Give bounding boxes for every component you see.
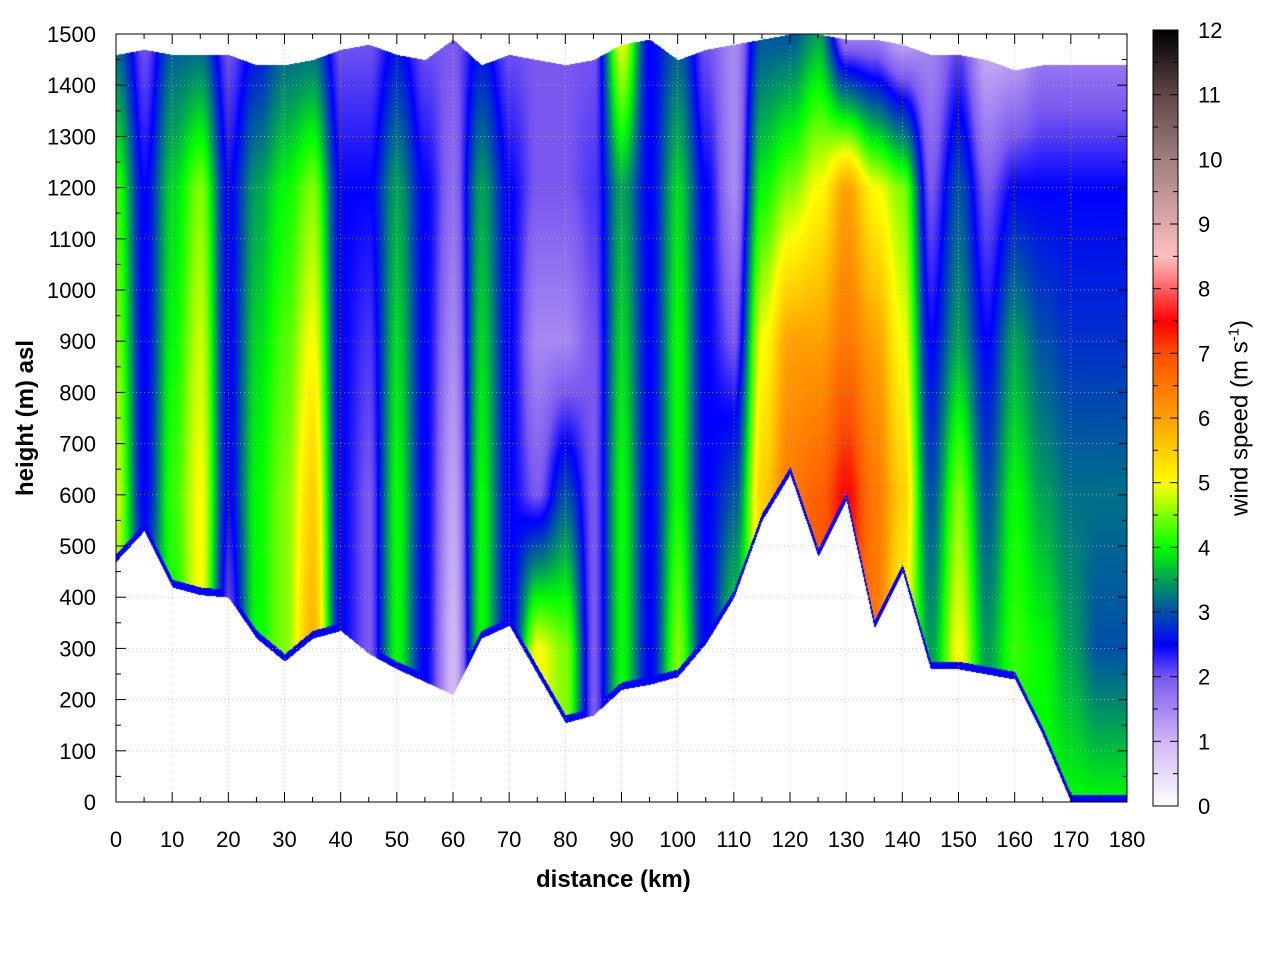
- plot-frame: [115, 33, 1128, 803]
- x-tick-label: 90: [609, 827, 633, 852]
- y-tick-label: 200: [59, 688, 96, 713]
- colorbar-tick-label: 9: [1198, 212, 1210, 237]
- x-tick-label: 70: [497, 827, 521, 852]
- x-tick-label: 130: [828, 827, 865, 852]
- colorbar-tick-label: 1: [1198, 729, 1210, 754]
- y-tick-label: 1200: [47, 176, 96, 201]
- y-tick-label: 100: [59, 739, 96, 764]
- x-tick-label: 80: [553, 827, 577, 852]
- colorbar-tick-label: 6: [1198, 406, 1210, 431]
- x-tick-label: 140: [884, 827, 921, 852]
- x-tick-label: 180: [1109, 827, 1146, 852]
- x-tick-label: 60: [441, 827, 465, 852]
- colorbar-tick-label: 5: [1198, 471, 1210, 496]
- x-tick-label: 150: [940, 827, 977, 852]
- x-tick-label: 100: [659, 827, 696, 852]
- y-tick-label: 1000: [47, 278, 96, 303]
- x-tick-label: 30: [272, 827, 296, 852]
- colorbar-tick-label: 11: [1198, 83, 1221, 108]
- colorbar-tick-label: 12: [1198, 18, 1222, 43]
- x-tick-label: 110: [716, 827, 751, 852]
- colorbar-tick-label: 7: [1198, 341, 1210, 366]
- x-tick-label: 0: [110, 827, 122, 852]
- colorbar-label: wind speed (m s-1): [1225, 319, 1254, 517]
- y-tick-label: 700: [59, 432, 96, 457]
- x-tick-label: 170: [1052, 827, 1089, 852]
- y-tick-label: 1100: [49, 227, 96, 252]
- y-tick-label: 300: [59, 636, 96, 661]
- y-tick-label: 400: [59, 585, 96, 610]
- colorbar-tick-label: 2: [1198, 665, 1210, 690]
- colorbar-tick-label: 4: [1198, 535, 1210, 560]
- x-axis-label: distance (km): [536, 866, 691, 893]
- y-tick-label: 1400: [47, 73, 96, 98]
- y-tick-label: 500: [59, 534, 96, 559]
- x-tick-label: 10: [160, 827, 184, 852]
- x-tick-label: 120: [772, 827, 809, 852]
- y-tick-label: 800: [59, 380, 96, 405]
- y-tick-label: 900: [59, 329, 96, 354]
- x-tick-label: 40: [328, 827, 352, 852]
- colorbar-tick-label: 3: [1198, 600, 1210, 625]
- colorbar-tick-label: 0: [1198, 794, 1210, 819]
- colorbar-tick-label: 8: [1198, 277, 1210, 302]
- colorbar-tick-label: 10: [1198, 147, 1222, 172]
- y-tick-label: 0: [84, 790, 96, 815]
- x-tick-label: 50: [385, 827, 409, 852]
- x-tick-label: 20: [216, 827, 240, 852]
- x-tick-label: 160: [996, 827, 1033, 852]
- y-tick-label: 600: [59, 483, 96, 508]
- y-axis-label: height (m) asl: [12, 339, 39, 497]
- y-tick-label: 1500: [47, 22, 96, 47]
- y-tick-label: 1300: [47, 124, 96, 149]
